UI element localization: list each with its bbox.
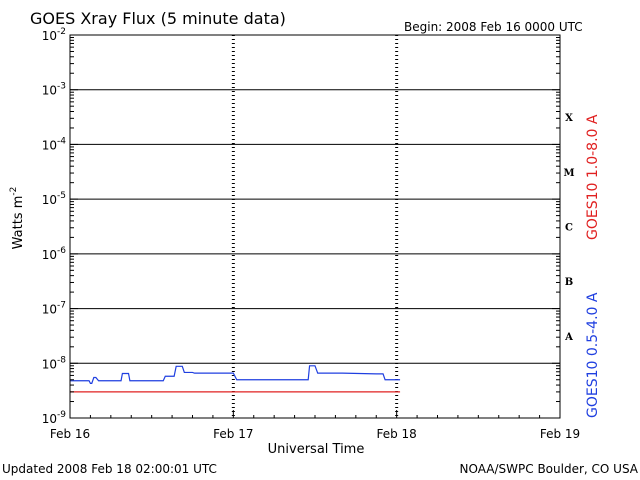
y-axis: 10-9 10-8 10-7 10-6 10-5 10-4 10-3 10-2 (42, 27, 560, 426)
begin-label: Begin: 2008 Feb 16 0000 UTC (404, 20, 583, 34)
series-short-channel-line (70, 365, 401, 384)
grid (70, 35, 560, 418)
y-tick-label: 10-5 (42, 191, 66, 207)
legend-long-channel: GOES10 1.0-8.0 A (585, 114, 601, 240)
x-tick-label: Feb 17 (213, 427, 253, 441)
x-tick-label: Feb 18 (376, 427, 416, 441)
y-tick-label: 10-7 (42, 301, 66, 317)
y-tick-label: 10-9 (42, 410, 67, 426)
y-tick-label: 10-2 (42, 27, 66, 43)
y-tick-label: 10-4 (42, 136, 67, 152)
flare-class-x: X (565, 113, 573, 124)
flare-class-c: C (565, 223, 573, 234)
chart-title: GOES Xray Flux (5 minute data) (30, 9, 286, 28)
x-axis-label: Universal Time (268, 442, 365, 457)
plot-frame (69, 34, 561, 419)
credit-label: NOAA/SWPC Boulder, CO USA (460, 462, 639, 476)
updated-label: Updated 2008 Feb 18 02:00:01 UTC (2, 462, 217, 476)
y-tick-label: 10-6 (42, 246, 67, 262)
x-tick-label: Feb 16 (50, 427, 90, 441)
flare-class-labels: A B C M X (563, 113, 574, 343)
y-tick-label: 10-8 (42, 355, 67, 371)
x-tick-label: Feb 19 (540, 427, 580, 441)
series-layer (70, 365, 401, 393)
legend-short-channel: GOES10 0.5-4.0 A (585, 292, 601, 418)
y-axis-label: Watts m-2 (9, 187, 26, 250)
x-axis: Feb 16 Feb 17 Feb 18 Feb 19 (50, 410, 580, 441)
flare-class-m: M (563, 168, 574, 179)
flare-class-b: B (565, 277, 573, 288)
flare-class-a: A (564, 332, 573, 343)
y-tick-label: 10-3 (42, 82, 66, 98)
